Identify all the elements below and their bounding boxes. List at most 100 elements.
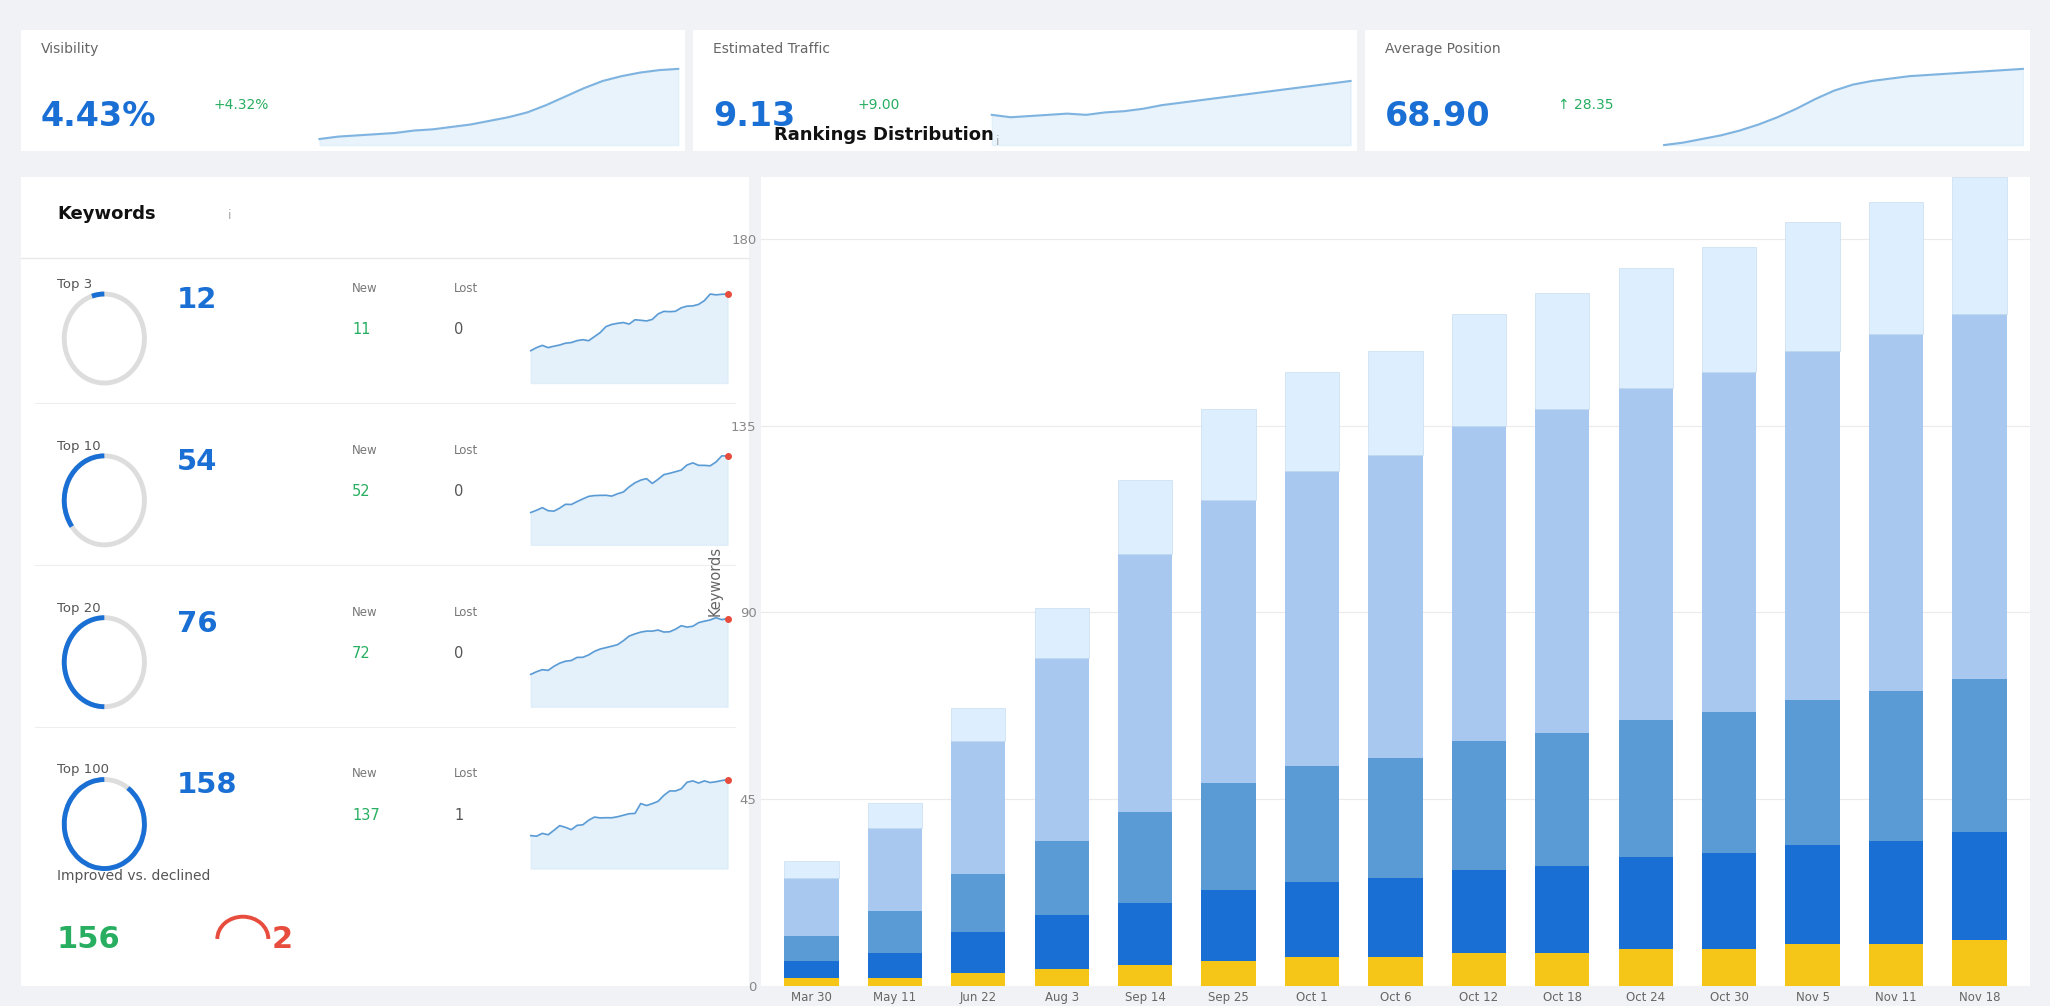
Bar [1367,878,1423,957]
Text: Improved vs. declined: Improved vs. declined [57,868,211,882]
Bar [1367,957,1423,986]
Text: New: New [353,606,377,619]
Text: New: New [353,282,377,295]
Bar [1535,953,1589,986]
Text: New: New [353,768,377,781]
Bar [951,874,1004,932]
Text: Top 10: Top 10 [57,440,100,453]
Text: 11: 11 [353,322,371,337]
Bar [1702,853,1757,949]
Bar [1285,882,1339,957]
Text: Average Position: Average Position [1386,42,1501,56]
Bar [951,932,1004,974]
Text: New: New [353,444,377,457]
Bar [1117,902,1173,965]
Bar [1870,334,1923,691]
Text: 4.43%: 4.43% [41,101,156,134]
Bar [1870,691,1923,841]
Text: Estimated Traffic: Estimated Traffic [713,42,830,56]
Bar [1786,945,1839,986]
Bar [1952,941,2007,986]
Bar [1702,247,1757,371]
Bar [1035,841,1089,915]
Bar [1117,965,1173,986]
Bar [1952,314,2007,679]
Bar [1535,865,1589,953]
Text: 0: 0 [455,322,463,337]
Text: i: i [228,209,232,222]
Bar [951,974,1004,986]
Text: Lost: Lost [455,768,478,781]
Bar [1451,314,1507,426]
Bar [1620,268,1673,388]
Bar [1702,949,1757,986]
Text: 2: 2 [273,926,293,954]
Text: Lost: Lost [455,282,478,295]
Bar [1201,500,1257,783]
Text: Lost: Lost [455,606,478,619]
Bar [1285,766,1339,882]
Bar [867,953,922,978]
Bar [1117,480,1173,554]
Text: Top 20: Top 20 [57,602,100,615]
Text: +9.00: +9.00 [857,98,900,112]
Bar [1535,732,1589,865]
Bar [1035,658,1089,841]
Bar [1620,857,1673,949]
Text: ↑ 28.35: ↑ 28.35 [1558,98,1613,112]
Text: 137: 137 [353,808,379,823]
Bar [1702,371,1757,712]
Bar [1201,890,1257,961]
Text: 9.13: 9.13 [713,101,795,134]
Bar [1035,609,1089,658]
Text: 1: 1 [455,808,463,823]
Bar [1535,293,1589,409]
Bar [1786,351,1839,699]
Bar [1702,712,1757,853]
Bar [1535,409,1589,732]
Bar [1367,758,1423,878]
Text: +4.32%: +4.32% [213,98,269,112]
Bar [785,961,838,978]
Text: 76: 76 [176,610,217,638]
Text: 158: 158 [176,772,238,800]
Bar [1285,371,1339,471]
Text: 52: 52 [353,484,371,499]
Bar [1952,832,2007,941]
Bar [1786,222,1839,351]
Bar [785,861,838,878]
Text: Keywords: Keywords [57,205,156,223]
Bar [1285,471,1339,766]
Bar [785,936,838,961]
Text: 0: 0 [455,646,463,661]
Text: Rankings Distribution: Rankings Distribution [775,127,994,144]
Bar [867,803,922,828]
Bar [1786,845,1839,945]
Bar [785,978,838,986]
Bar [1620,720,1673,857]
Bar [1451,741,1507,869]
Bar [1786,699,1839,845]
Bar [785,878,838,936]
Text: Visibility: Visibility [41,42,98,56]
Text: 54: 54 [176,448,217,476]
Text: 72: 72 [353,646,371,661]
Y-axis label: Keywords: Keywords [707,546,724,617]
Text: 0: 0 [455,484,463,499]
Bar [1620,949,1673,986]
Bar [1870,945,1923,986]
Bar [867,978,922,986]
Bar [1870,201,1923,334]
Text: Lost: Lost [455,444,478,457]
Bar [1117,812,1173,902]
Text: 68.90: 68.90 [1386,101,1490,134]
Bar [1201,961,1257,986]
Bar [1952,679,2007,832]
Bar [867,828,922,911]
Text: 156: 156 [57,926,121,954]
Bar [1201,783,1257,890]
Bar [951,708,1004,741]
Bar [1870,841,1923,945]
Text: Top 100: Top 100 [57,764,109,777]
Bar [1952,177,2007,314]
